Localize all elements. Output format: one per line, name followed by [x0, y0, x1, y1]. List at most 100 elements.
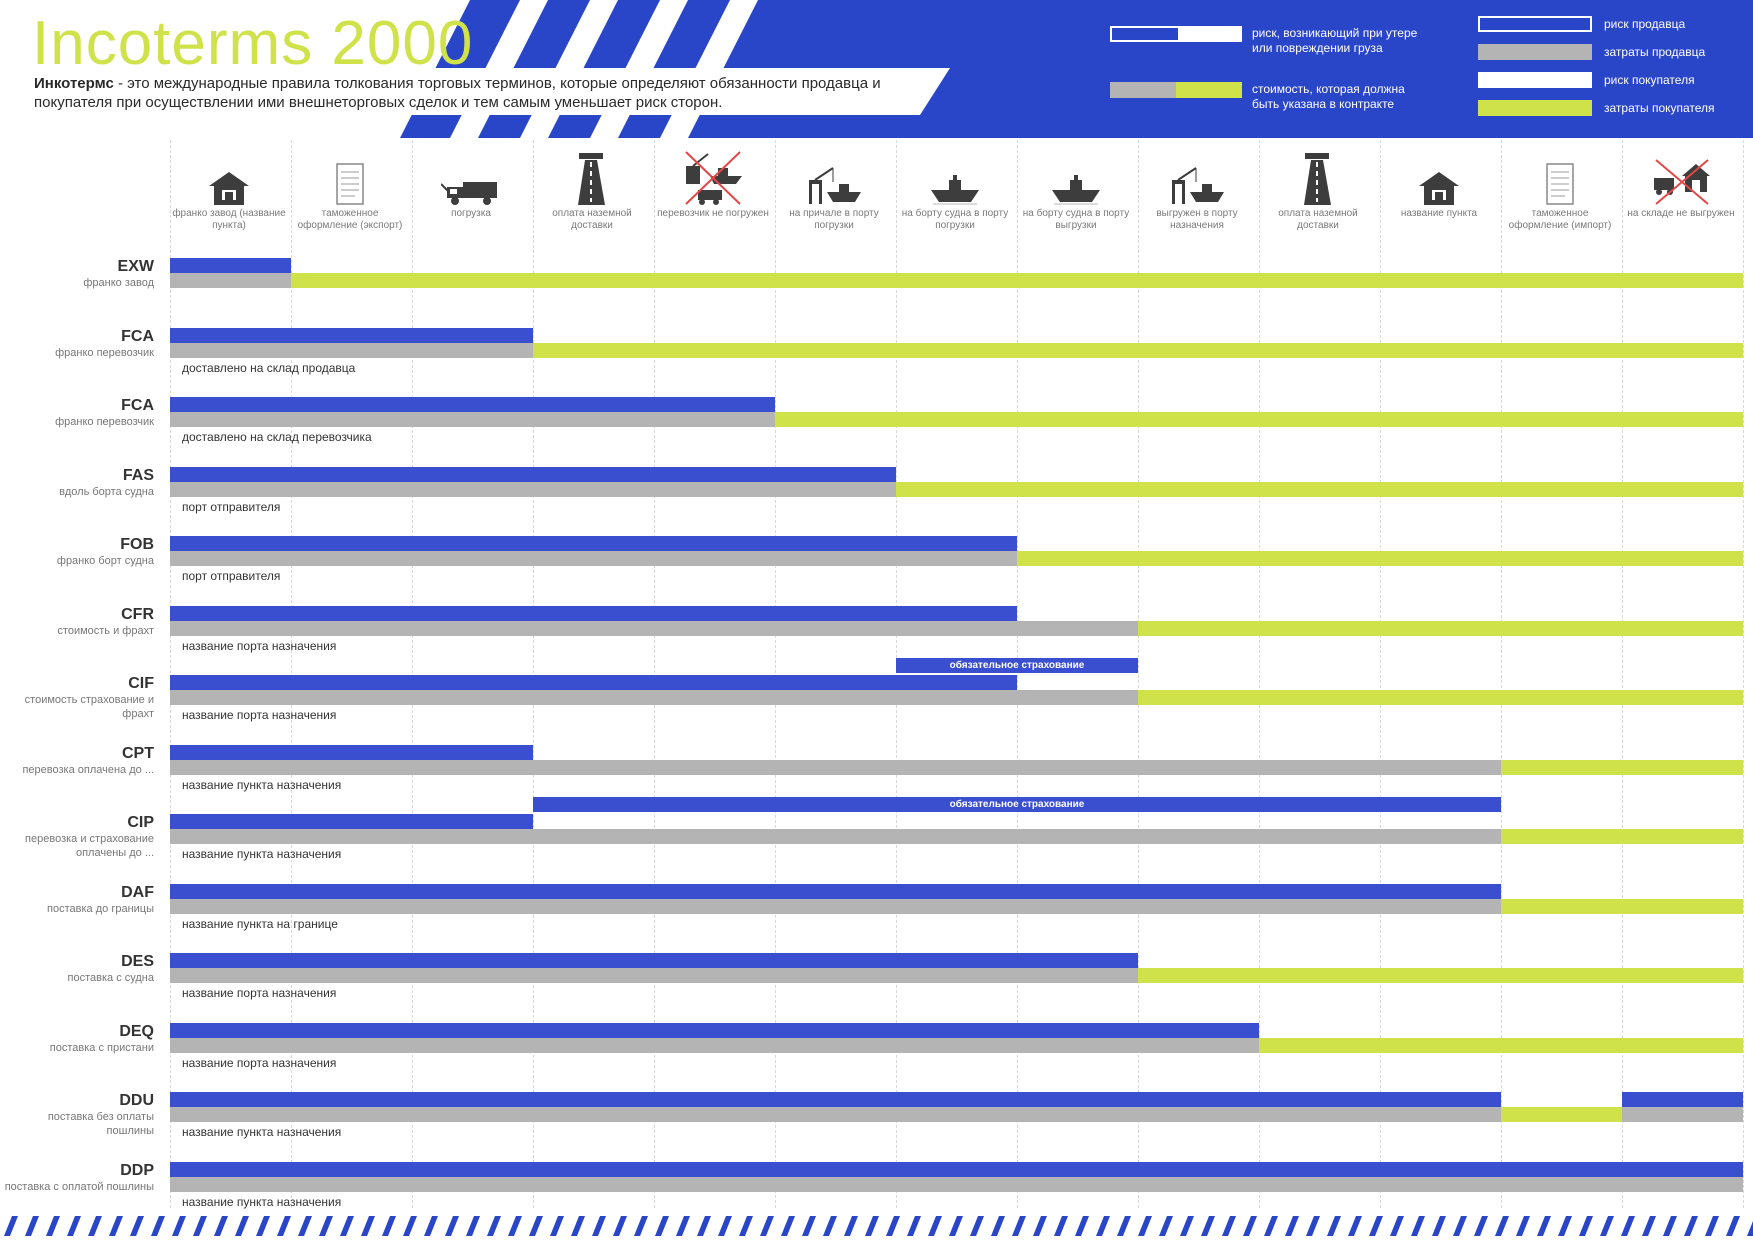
stage-6: на причале в порту погрузки [775, 150, 893, 255]
seller-risk-bar [170, 466, 896, 482]
stage-label: погрузка [451, 208, 491, 219]
intro-body: - это международные правила толкования т… [34, 75, 881, 111]
seller-cost-bar [170, 968, 1138, 983]
grid-line [1259, 140, 1260, 1208]
seller-risk-bar [170, 605, 1017, 621]
delivery-point-note: название порта назначения [182, 1055, 337, 1070]
road-icon [533, 150, 651, 206]
grid-line [533, 140, 534, 1208]
footer-stripes [4, 1216, 1753, 1236]
legend-cost-text: стоимость, которая должна быть указана в… [1252, 82, 1405, 111]
term-description: франко перевозчик [55, 346, 154, 359]
seller-cost-bar [170, 829, 1501, 844]
stage-label: выгружен в порту назначения [1156, 208, 1238, 231]
term-description: стоимость и фрахт [57, 624, 154, 637]
term-description: поставка до границы [47, 902, 154, 915]
seller-risk-bar [170, 675, 1017, 690]
term-description: франко перевозчик [55, 416, 154, 428]
buyer-cost-bar [533, 342, 1743, 358]
seller-risk-bar [170, 953, 1138, 968]
term-code: CIF [128, 675, 154, 692]
legend-swatch [1478, 72, 1592, 88]
buyer-cost-bar [1017, 551, 1743, 566]
stage-label: на борту судна в порту выгрузки [1022, 208, 1130, 231]
legend-label: затраты покупателя [1604, 101, 1715, 115]
legend-swatch [1478, 16, 1592, 32]
grid-line [1501, 140, 1502, 1208]
buyer-cost-bar [1501, 898, 1743, 914]
stage-11: название пункта [1380, 150, 1498, 255]
term-code: CPT [122, 744, 154, 762]
stage-8: на борту судна в порту выгрузки [1017, 150, 1135, 255]
grid-line [170, 140, 171, 1208]
ship-icon [896, 150, 1014, 206]
term-code: DDU [119, 1092, 154, 1109]
legend-cost-swatch [1110, 82, 1242, 98]
intro-text: Инкотермс - это международные правила то… [34, 74, 944, 112]
seller-cost-bar [170, 412, 775, 427]
grid-line [1622, 140, 1623, 1208]
crossed-warehouse-icon [1622, 150, 1740, 206]
seller-risk-bar [170, 327, 533, 343]
port-crane-icon [775, 150, 893, 206]
stage-label: название пункта [1400, 208, 1478, 219]
term-code: FCA [121, 397, 154, 414]
road-icon [1259, 150, 1377, 206]
legend-swatch [1478, 100, 1592, 116]
delivery-point-note: название порта назначения [182, 638, 337, 653]
term-description: перевозка оплачена до ... [22, 763, 154, 776]
seller-risk-bar [170, 744, 533, 760]
buyer-cost-bar [291, 273, 1743, 288]
grid-line [654, 140, 655, 1208]
legend-risk-swatch [1110, 26, 1242, 42]
term-code: EXW [117, 258, 154, 275]
seller-cost-bar [170, 759, 1501, 775]
seller-cost-bar [1622, 1107, 1743, 1122]
document-icon [1501, 150, 1619, 206]
delivery-point-note: название пункта назначения [182, 777, 342, 792]
seller-cost-bar [170, 1176, 1743, 1192]
delivery-point-note: название пункта назначения [182, 1125, 342, 1139]
legend-swatch [1478, 44, 1592, 60]
seller-risk-bar [170, 1161, 1743, 1177]
stage-label: перевозчик не погружен [657, 208, 769, 219]
term-description: франко завод [83, 277, 154, 289]
buyer-cost-bar [1501, 829, 1743, 844]
term-code: FOB [120, 536, 154, 553]
term-description: франко борт судна [56, 555, 154, 567]
header-banner [0, 0, 1753, 145]
grid-line [1138, 140, 1139, 1208]
stage-label: таможенное оформление (импорт) [1508, 208, 1612, 231]
grid-line [412, 140, 413, 1208]
insurance-band: обязательное страхование [533, 797, 1501, 812]
stage-7: на борту судна в порту погрузки [896, 150, 1014, 255]
seller-cost-bar [170, 481, 896, 497]
grid-line [1017, 140, 1018, 1208]
delivery-point-note: название порта назначения [182, 708, 337, 722]
term-description: поставка с судна [67, 972, 154, 984]
stage-label: франко завод (название пункта) [172, 208, 286, 231]
grid-line [896, 140, 897, 1208]
intro-bold: Инкотермс [34, 75, 114, 92]
term-description: поставка без оплаты пошлины [47, 1111, 154, 1137]
seller-risk-bar [170, 1022, 1259, 1038]
legend-label: затраты продавца [1604, 45, 1706, 59]
term-description: вдоль борта судна [59, 485, 154, 498]
buyer-cost-bar [1138, 620, 1743, 636]
seller-risk-bar [170, 883, 1501, 899]
stage-9: выгружен в порту назначения [1138, 150, 1256, 255]
stage-label: оплата наземной доставки [552, 208, 632, 231]
seller-cost-bar [170, 551, 1017, 566]
buyer-cost-bar [896, 481, 1743, 497]
seller-cost-bar [170, 273, 291, 288]
term-code: CIP [127, 814, 154, 831]
buyer-cost-bar [1138, 690, 1743, 705]
term-code: FCA [121, 327, 154, 345]
grid-line [291, 140, 292, 1208]
legend-risk-text: риск, возникающий при утере или поврежде… [1252, 26, 1418, 55]
stage-3: погрузка [412, 150, 530, 255]
seller-risk-bar [170, 258, 291, 273]
term-description: поставка с оплатой пошлины [4, 1180, 154, 1193]
seller-cost-bar [170, 1107, 1501, 1122]
